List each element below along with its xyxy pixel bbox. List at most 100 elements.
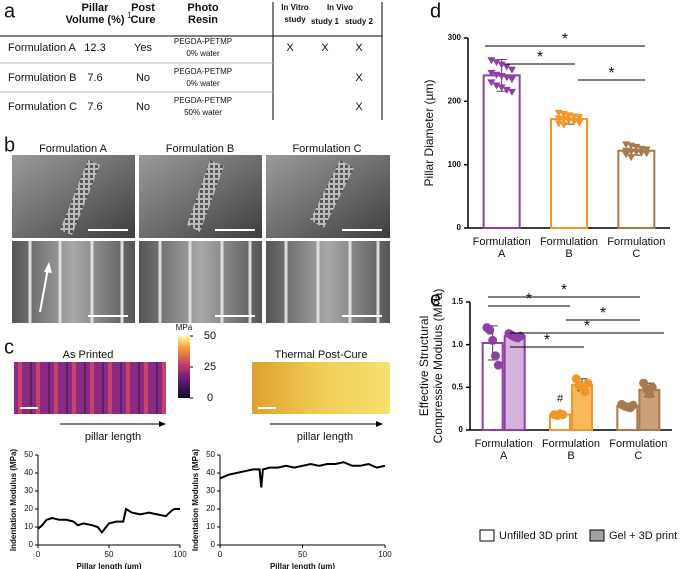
panel-label: a xyxy=(4,0,16,22)
x-tick-label: C xyxy=(632,248,640,260)
significance-label: * xyxy=(544,332,550,349)
significance-label: * xyxy=(600,305,606,322)
data-point xyxy=(622,151,631,159)
table-cell: 7.6 xyxy=(87,101,102,113)
y-tick-label: 300 xyxy=(448,33,462,42)
y-tick-label: 30 xyxy=(206,486,215,495)
data-point xyxy=(627,154,636,162)
y-tick-label: 1.5 xyxy=(452,297,464,306)
x-tick-label: A xyxy=(498,248,506,260)
table-cell: 0% water xyxy=(186,79,220,88)
significance-label: * xyxy=(562,31,568,48)
table-cell: PEGDA-PETMP xyxy=(174,67,232,76)
table-header: Resin xyxy=(188,14,218,26)
data-point xyxy=(493,360,503,370)
x-tick-label: Formulation xyxy=(542,438,600,450)
arrow-label: pillar length xyxy=(85,431,141,443)
y-tick-label: 0 xyxy=(211,540,216,549)
y-axis-label: Indentation Modulus (MPa) xyxy=(191,449,200,552)
x-tick-label: 0 xyxy=(218,550,223,559)
table-cell: X xyxy=(321,42,329,54)
data-point xyxy=(485,325,495,335)
y-axis-label: Indentation Modulus (MPa) xyxy=(9,449,18,552)
table-cell: 50% water xyxy=(184,108,222,117)
modulus-line xyxy=(37,507,180,535)
footnote-mark: 1 xyxy=(127,11,132,20)
data-point xyxy=(488,335,498,345)
data-point xyxy=(575,114,584,122)
data-point xyxy=(492,59,501,67)
data-point xyxy=(491,351,501,361)
data-point xyxy=(647,382,657,392)
panel-label: c xyxy=(4,336,14,358)
data-point xyxy=(583,378,593,388)
y-tick-label: 100 xyxy=(448,160,462,169)
y-tick-label: 40 xyxy=(206,468,215,477)
legend-label: Gel + 3D print xyxy=(609,530,677,542)
image-title: Formulation C xyxy=(292,143,361,155)
x-tick-label: Formulation xyxy=(473,236,531,248)
data-point xyxy=(559,121,568,129)
y-tick-label: 200 xyxy=(448,96,462,105)
y-tick-label: 30 xyxy=(24,486,33,495)
map-title: As Printed xyxy=(63,349,114,361)
table-cell: Formulation C xyxy=(8,101,77,113)
image-title: Formulation A xyxy=(39,143,108,155)
table-cell: X xyxy=(355,42,363,54)
significance-label: * xyxy=(561,282,567,299)
table-header: Post xyxy=(131,2,155,14)
data-point xyxy=(487,79,496,87)
data-point xyxy=(502,63,511,71)
y-tick-label: 40 xyxy=(24,468,33,477)
data-point xyxy=(487,57,496,65)
x-tick-label: Formulation xyxy=(540,236,598,248)
data-point xyxy=(502,74,511,82)
table-header: Photo xyxy=(187,2,218,14)
data-point xyxy=(492,82,501,90)
table-header: Volume (%) xyxy=(65,14,124,26)
table-header: Cure xyxy=(130,14,155,26)
y-tick-label: 50 xyxy=(206,450,215,459)
x-tick-label: 100 xyxy=(173,550,187,559)
x-tick-label: Formulation xyxy=(609,438,667,450)
table-cell: Formulation A xyxy=(8,42,77,54)
table-header: study xyxy=(284,15,306,24)
data-point xyxy=(628,400,638,410)
colorbar-tick-label: 50 xyxy=(204,330,216,342)
table-subheader: study 2 xyxy=(345,17,374,26)
data-point xyxy=(507,88,516,96)
x-tick-label: B xyxy=(567,450,574,462)
table-header: Pillar xyxy=(82,2,110,14)
bar xyxy=(503,335,526,431)
x-tick-label: B xyxy=(565,248,572,260)
modulus-line xyxy=(219,461,386,488)
data-point xyxy=(571,374,581,384)
sem-images xyxy=(12,155,390,323)
y-axis-label: Compressive Modulus (MPa) xyxy=(431,289,445,444)
x-axis-label: Pillar length (µm) xyxy=(76,562,141,569)
x-tick-label: A xyxy=(500,450,508,462)
y-tick-label: 0 xyxy=(457,223,462,232)
significance-label: * xyxy=(537,49,543,66)
significance-label: * xyxy=(608,65,614,82)
y-tick-label: 20 xyxy=(24,504,33,513)
data-point xyxy=(575,119,584,127)
arrow-label: pillar length xyxy=(297,431,353,443)
annotation: # xyxy=(557,393,564,405)
table-cell: PEGDA-PETMP xyxy=(174,37,232,46)
legend-swatch xyxy=(589,529,605,542)
data-point xyxy=(497,84,506,92)
x-tick-label: 100 xyxy=(378,550,392,559)
bar xyxy=(617,149,656,230)
significance-label: * xyxy=(526,291,532,308)
data-point xyxy=(507,76,516,84)
x-tick-label: Formulation xyxy=(475,438,533,450)
bar xyxy=(550,118,588,229)
colorbar-label: MPa xyxy=(176,323,193,332)
colorbar-tick-label: 0 xyxy=(207,392,213,404)
table-cell: No xyxy=(136,101,150,113)
table-cell: PEGDA-PETMP xyxy=(174,96,232,105)
bar xyxy=(482,74,521,229)
x-tick-label: Formulation xyxy=(607,236,665,248)
